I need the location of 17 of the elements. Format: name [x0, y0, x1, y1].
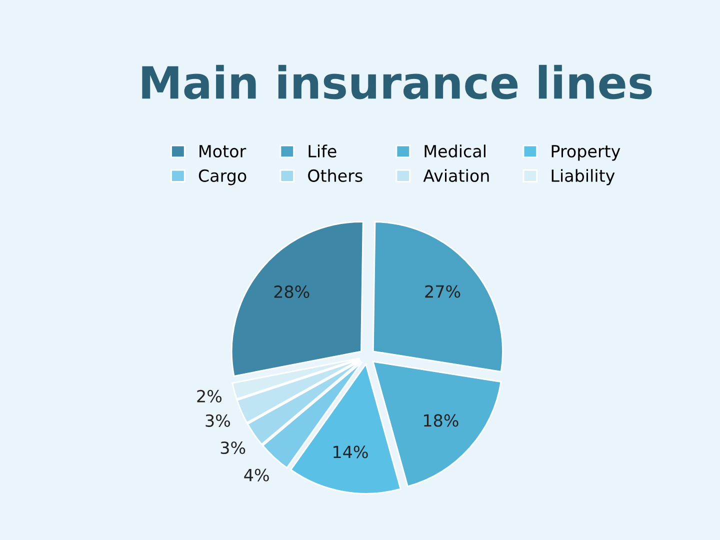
legend-label: Liability [552, 169, 615, 186]
data-label: 18% [424, 414, 458, 427]
data-label: 2% [197, 390, 222, 402]
legend-label: Medical [424, 144, 486, 158]
data-label: 28% [274, 285, 310, 298]
chart-title: Main insurance lines [142, 64, 652, 100]
legend-label: Cargo [198, 169, 246, 186]
legend-label: Others [308, 169, 362, 182]
data-label: 3% [220, 441, 246, 454]
data-label: 4% [244, 468, 269, 482]
legend-label: Property [552, 145, 620, 161]
data-label: 14% [334, 446, 368, 458]
data-label: 3% [206, 414, 230, 427]
legend-label: Life [308, 144, 336, 158]
data-label: 27% [425, 285, 460, 298]
legend-label: Motor [200, 145, 246, 158]
legend-label: Aviation [423, 169, 489, 182]
